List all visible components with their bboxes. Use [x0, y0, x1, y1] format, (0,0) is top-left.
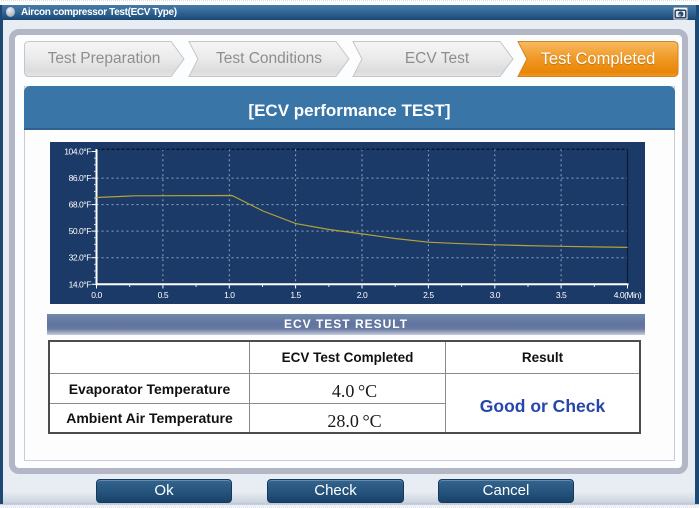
svg-text:3.0: 3.0 — [490, 290, 501, 300]
svg-text:0.5: 0.5 — [158, 290, 169, 300]
svg-text:32.0°F: 32.0°F — [69, 253, 92, 263]
svg-text:3.5: 3.5 — [556, 290, 567, 300]
svg-text:0.0: 0.0 — [91, 290, 102, 300]
svg-text:104.0°F: 104.0°F — [64, 147, 91, 157]
svg-text:68.0°F: 68.0°F — [69, 200, 92, 210]
svg-text:1.0: 1.0 — [224, 290, 235, 300]
svg-text:1.5: 1.5 — [290, 290, 301, 300]
svg-text:4.0(Min): 4.0(Min) — [614, 290, 642, 300]
svg-text:50.0°F: 50.0°F — [69, 226, 92, 236]
svg-text:2.0: 2.0 — [357, 290, 368, 300]
svg-text:86.0°F: 86.0°F — [69, 173, 92, 183]
svg-text:2.5: 2.5 — [423, 290, 434, 300]
svg-text:14.0°F: 14.0°F — [69, 279, 92, 289]
